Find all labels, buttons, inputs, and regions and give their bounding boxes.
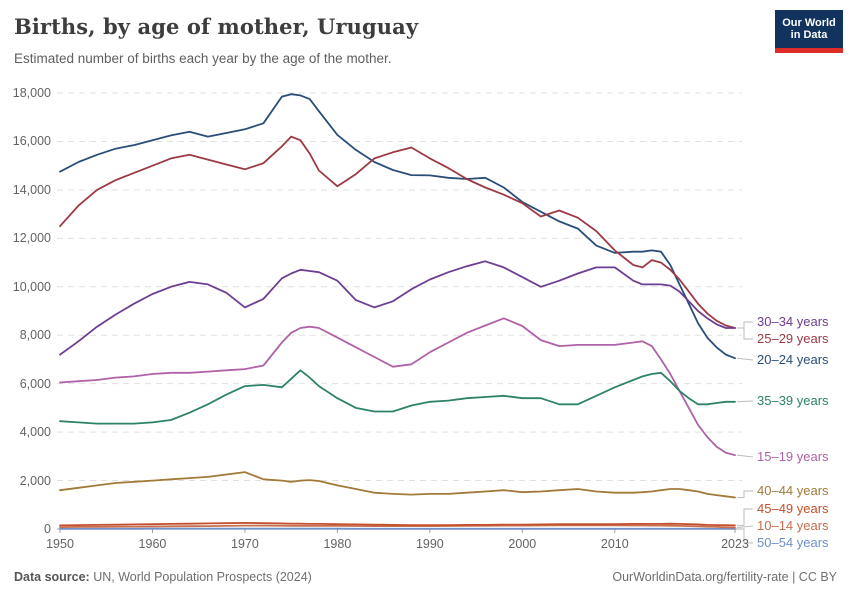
series-line-15–19 <box>59 317 736 457</box>
series-line-30–34 <box>59 260 736 356</box>
legend-label-45–49[interactable]: 45–49 years <box>757 501 829 516</box>
legend-connector <box>736 357 754 361</box>
logo-red-bar <box>775 48 843 53</box>
page-title: Births, by age of mother, Uruguay <box>14 14 419 39</box>
owid-url-link[interactable]: OurWorldinData.org/fertility-rate <box>612 570 789 584</box>
legend-connector <box>737 508 753 526</box>
y-tick-label: 6,000 <box>19 376 51 391</box>
y-tick-label: 18,000 <box>12 86 51 100</box>
series-line-10–14 <box>59 524 736 529</box>
footer-credit: OurWorldinData.org/fertility-rate | CC B… <box>612 570 837 584</box>
x-tick-label: 2023 <box>721 537 749 551</box>
y-tick-label: 10,000 <box>12 279 51 294</box>
gridlines <box>57 92 742 530</box>
series-line-25–29 <box>59 135 736 329</box>
owid-logo[interactable]: Our World in Data <box>775 10 843 53</box>
series-line-35–39 <box>59 369 736 425</box>
credit-separator: | <box>788 570 799 584</box>
x-tick-label: 2010 <box>600 537 629 551</box>
legend-connector <box>737 528 753 544</box>
legend-label-10–14[interactable]: 10–14 years <box>757 518 829 533</box>
x-tick-label: 1950 <box>46 537 74 551</box>
y-tick-label: 12,000 <box>12 231 51 246</box>
y-tick-label: 14,000 <box>12 182 51 197</box>
legend-connector <box>737 490 753 498</box>
footer-datasource: Data source: UN, World Population Prospe… <box>14 570 312 584</box>
y-tick-label: 8,000 <box>19 328 51 343</box>
legend-connector <box>736 525 754 528</box>
legend-connector <box>736 454 754 458</box>
x-tick-label: 1970 <box>231 537 259 551</box>
legend-label-20–24[interactable]: 20–24 years <box>757 352 829 367</box>
legend-label-35–39[interactable]: 35–39 years <box>757 393 829 408</box>
series-line-20–24 <box>59 93 736 360</box>
datasource-text: UN, World Population Prospects (2024) <box>89 570 312 584</box>
y-tick-label: 4,000 <box>19 425 51 440</box>
y-tick-label: 0 <box>44 522 51 536</box>
legend-connector <box>737 321 753 329</box>
y-tick-label: 16,000 <box>12 134 51 149</box>
legend-label-25–29[interactable]: 25–29 years <box>757 331 829 346</box>
legend-label-15–19[interactable]: 15–19 years <box>757 449 829 464</box>
series-lines <box>59 93 736 530</box>
x-tick-label: 2000 <box>508 537 537 551</box>
series-line-40–44 <box>59 471 736 499</box>
datasource-label: Data source: <box>14 570 90 584</box>
chart-subtitle: Estimated number of births each year by … <box>14 51 392 66</box>
y-tick-label: 2,000 <box>19 473 51 488</box>
owid-logo-line2: in Data <box>790 29 828 41</box>
series-line-45–49 <box>59 522 736 527</box>
x-tick-label: 1980 <box>323 537 352 551</box>
legend-label-30–34[interactable]: 30–34 years <box>757 314 829 329</box>
x-tick-label: 1960 <box>138 537 167 551</box>
license-label: CC BY <box>798 570 837 584</box>
owid-logo-line1: Our World <box>782 17 836 29</box>
legend-connectors <box>736 321 754 544</box>
legend-label-50–54[interactable]: 50–54 years <box>757 535 829 550</box>
legend-connector <box>737 327 753 340</box>
legend-label-40–44[interactable]: 40–44 years <box>757 483 829 498</box>
legend-connector <box>736 400 754 403</box>
x-tick-label: 1990 <box>415 537 444 551</box>
